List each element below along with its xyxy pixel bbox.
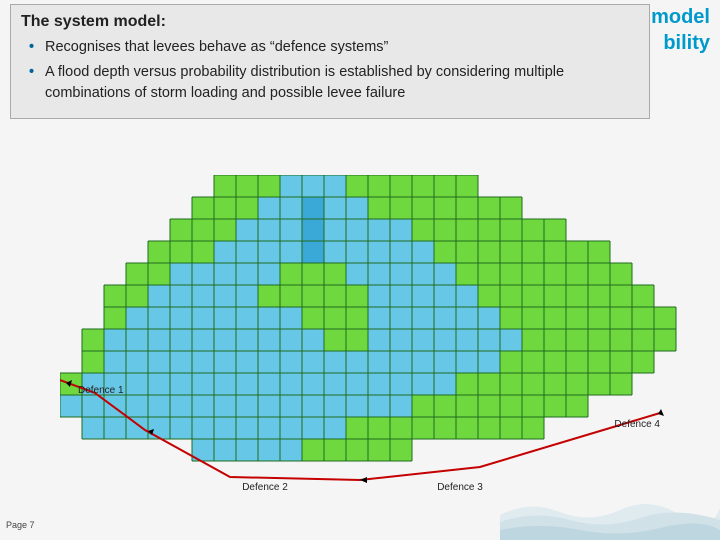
page-number: Page 7: [6, 520, 35, 530]
callout-title: The system model:: [21, 13, 639, 31]
bg-title-line1: model: [651, 6, 710, 28]
bullet-list: Recognises that levees behave as “defenc…: [21, 37, 639, 104]
svg-text:Defence 3: Defence 3: [437, 482, 483, 493]
background-title: model bility: [651, 4, 710, 56]
bullet-item: A flood depth versus probability distrib…: [29, 62, 639, 104]
bullet-item: Recognises that levees behave as “defenc…: [29, 37, 639, 58]
grid-map-diagram: Defence 1 Defence 2 Defence 3 Defence 4: [60, 175, 680, 495]
svg-text:Defence 2: Defence 2: [242, 482, 288, 493]
svg-text:Defence 1: Defence 1: [78, 385, 124, 396]
slide: model bility Pathway The system model: R…: [0, 0, 720, 540]
callout-box: The system model: Recognises that levees…: [10, 4, 650, 119]
svg-text:Defence 4: Defence 4: [614, 419, 660, 430]
bg-title-line2: bility: [663, 32, 710, 54]
